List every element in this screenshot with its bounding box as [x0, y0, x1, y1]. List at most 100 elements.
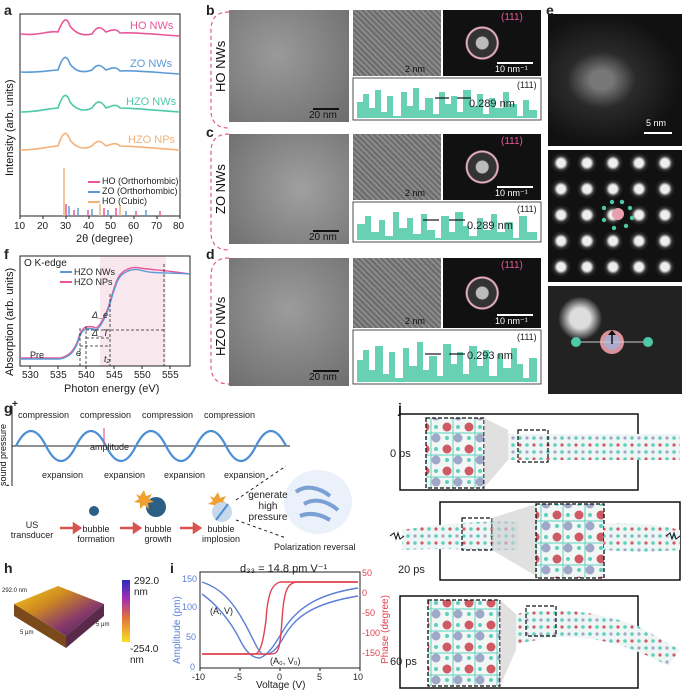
xrd-plot-svg	[19, 13, 181, 219]
wave-compression-2: compression	[80, 410, 132, 420]
hrtem-scale-zo: 2 nm	[405, 188, 426, 198]
panel-label-d: d	[206, 246, 215, 262]
pfm-ytick-left: 100	[182, 602, 198, 612]
wave-expansion-4: expansion	[224, 470, 266, 480]
xas-xtick: 530	[22, 370, 39, 381]
pfm-annot-av: (A, V)	[210, 606, 234, 616]
panel-j: 0 ps 20 ps 60 ps	[389, 400, 685, 691]
panel-label-c: c	[206, 124, 214, 140]
xas-annot-e: e	[76, 348, 82, 358]
hrtem-scale-ho: 2 nm	[405, 64, 426, 74]
xrd-legend-ho-ortho: HO (Orthorhombic)	[102, 176, 179, 186]
pfm-xtick: 5	[317, 672, 323, 682]
panel-label-h: h	[4, 560, 13, 576]
afm-zaxis: 292.0 nm	[2, 588, 28, 594]
panel-d: HZO NWs 20 nm 2 nm (111) 10 nm⁻¹ (111) 0…	[205, 244, 545, 388]
xas-xtick: 545	[106, 370, 123, 381]
fft-image-ho	[443, 10, 541, 76]
xas-xtick: 550	[134, 370, 151, 381]
xrd-reference-sticks	[63, 168, 161, 216]
afm-min: -254.0 nm	[130, 644, 159, 666]
pfm-ylabel-phase: Phase (degree)	[380, 595, 391, 664]
hrtem-scale-hzo: 2 nm	[405, 316, 426, 326]
stem-scale: 5 nm	[646, 118, 667, 128]
fft-plane-zo: (111)	[501, 136, 523, 147]
fft-image-zo	[443, 134, 541, 200]
xrd-label-hzo-nws: HZO NWs	[126, 96, 177, 108]
row-label-zo-nws: ZO NWs	[213, 164, 228, 214]
wave-compression-1: compression	[18, 410, 70, 420]
pfm-loops-svg	[199, 571, 361, 671]
md-time-20: 20 ps	[398, 564, 425, 576]
xas-title: O K-edge	[24, 258, 67, 269]
fft-scale-zo: 10 nm⁻¹	[495, 188, 528, 198]
xrd-xtick: 80	[173, 221, 185, 232]
xrd-xtick: 50	[105, 221, 117, 232]
panel-a-xrd: Intensity (arb. units) HO NWs ZO NWs HZO…	[0, 0, 200, 245]
fft-plane-hzo: (111)	[501, 260, 523, 271]
pfm-xtick: 10	[353, 672, 364, 682]
pfm-d33: d₃₃ = 14.8 pm V⁻¹	[240, 563, 328, 575]
wave-expansion-1: expansion	[42, 470, 84, 480]
wave-amplitude: amplitude	[90, 442, 130, 452]
xrd-xtick: 10	[14, 221, 26, 232]
md-time-0: 0 ps	[390, 448, 411, 460]
panel-label-e: e	[546, 2, 554, 18]
profile-plane-ho: (111)	[517, 80, 537, 90]
atomic-overlay-1	[601, 199, 635, 231]
panel-label-j: j	[398, 400, 402, 416]
profile-plane-zo: (111)	[517, 204, 537, 214]
xrd-xlabel: 2θ (degree)	[76, 233, 133, 245]
hrtem-image-hzo	[353, 258, 441, 328]
panel-e: 5 nm	[548, 14, 682, 394]
pfm-ytick-left: 0	[190, 662, 196, 672]
xrd-ylabel: Intensity (arb. units)	[4, 79, 16, 176]
wave-minus: -	[6, 480, 10, 491]
profile-d-zo: 0.289 nm	[467, 220, 513, 232]
xas-legend-nws: HZO NWs	[74, 267, 115, 277]
xas-plot-svg	[19, 255, 191, 369]
xrd-curve-ho	[19, 19, 181, 37]
xrd-legend-ho-cubic: HO (Cubic)	[102, 196, 148, 206]
row-label-ho-nws: HO NWs	[213, 40, 228, 92]
stem-overview-image	[548, 14, 682, 146]
line-profile-ho	[352, 77, 542, 121]
fft-scale-hzo: 10 nm⁻¹	[495, 316, 528, 326]
wave-compression-3: compression	[142, 410, 194, 420]
fft-scale-ho: 10 nm⁻¹	[495, 64, 528, 74]
xas-annot-pre: Pre	[30, 350, 45, 360]
hrtem-image-ho	[353, 10, 441, 76]
step-bubble-growth: bubble growth	[144, 524, 172, 544]
xrd-xtick: 40	[83, 221, 95, 232]
fft-image-hzo	[443, 258, 541, 328]
wave-compression-4: compression	[204, 410, 256, 420]
panel-label-g: g	[4, 400, 13, 416]
panel-label-b: b	[206, 2, 215, 18]
pfm-ytick-right: -150	[362, 648, 381, 658]
tem-scale-hzo: 20 nm	[309, 372, 337, 383]
pfm-ytick-right: 50	[362, 568, 373, 578]
md-snapshots-svg	[389, 413, 681, 689]
wave-ylabel: sound pressure	[0, 423, 8, 486]
panel-b: HO NWs 20 nm 2 nm (111) 10 nm⁻¹ (111) 0.…	[205, 0, 545, 129]
polarization-reversal: Polarization reversal	[274, 542, 356, 552]
pfm-xtick: -5	[234, 672, 243, 682]
pfm-ytick-left: 150	[182, 574, 198, 584]
xas-xlabel: Photon energy (eV)	[64, 383, 160, 395]
step-bubble-implosion: bubble implosion	[201, 524, 241, 544]
xrd-xtick: 20	[37, 221, 49, 232]
xrd-label-hzo-nps: HZO NPs	[128, 134, 176, 146]
panel-label-f: f	[4, 246, 9, 262]
pfm-xtick: -10	[192, 672, 206, 682]
pfm-ytick-right: -50	[362, 608, 376, 618]
step-bubble-formation: bubble formation	[77, 524, 115, 544]
xas-legend-nps: HZO NPs	[74, 277, 113, 287]
xas-xtick: 535	[50, 370, 67, 381]
pfm-ytick-left: 50	[186, 632, 197, 642]
pfm-xlabel: Voltage (V)	[256, 680, 306, 691]
wave-expansion-3: expansion	[164, 470, 206, 480]
xas-xtick: 555	[162, 370, 179, 381]
panel-label-i: i	[170, 560, 174, 576]
panel-i: d₃₃ = 14.8 pm V⁻¹ Amplitude (pm) Phase (…	[170, 560, 395, 691]
afm-xaxis: 5 μm	[20, 630, 34, 636]
